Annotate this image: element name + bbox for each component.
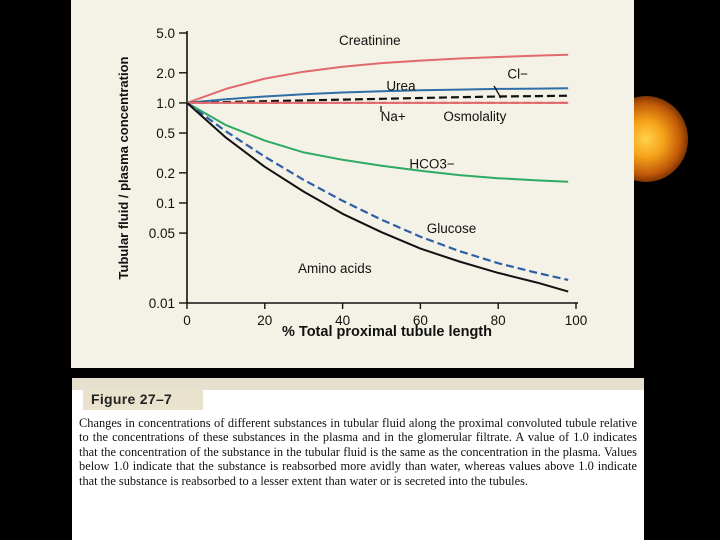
figure-label: Figure 27–7: [83, 389, 203, 410]
x-tick-label: 60: [413, 313, 428, 328]
y-tick-label: 0.5: [156, 126, 175, 141]
y-axis-title: Tubular fluid / plasma concentration: [116, 56, 131, 279]
y-tick-label: 0.1: [156, 196, 175, 211]
y-axis-title-group: Tubular fluid / plasma concentration: [116, 56, 131, 279]
series-label-urea: Urea: [386, 79, 416, 94]
series-line-hco3: [186, 102, 569, 183]
series-line-amino-acids: [186, 102, 569, 293]
y-tick-label: 0.2: [156, 166, 175, 181]
series-label-osmolality: Osmolality: [443, 109, 506, 124]
series-line-creatinine: [186, 53, 569, 104]
x-tick-label: 100: [565, 313, 588, 328]
y-tick-label: 0.01: [149, 296, 175, 311]
series-label-creatinine: Creatinine: [339, 33, 401, 48]
series-label-glucose: Glucose: [427, 221, 477, 236]
x-tick-label: 0: [183, 313, 191, 328]
caption-panel: Figure 27–7 Changes in concentrations of…: [72, 378, 644, 540]
series-label-na: Na+: [381, 109, 406, 124]
series-labels: Creatinine Urea Cl− Na+ Osmolality HCO3− Gluco…: [298, 33, 528, 276]
series-label-cl: Cl−: [507, 67, 528, 82]
x-tick-label: 20: [257, 313, 272, 328]
series-label-amino-acids: Amino acids: [298, 261, 372, 276]
cl-leader-tick: [493, 85, 502, 99]
chart-panel: Tubular fluid / plasma concentration 5.0…: [71, 0, 634, 368]
caption-header-bar: [72, 378, 644, 390]
series-group: [186, 53, 569, 293]
y-tick-label: 1.0: [156, 96, 175, 111]
series-line-glucose: [186, 102, 569, 281]
y-tick-label: 5.0: [156, 26, 175, 41]
y-tick-label: 2.0: [156, 66, 175, 81]
series-line-urea: [186, 87, 569, 104]
x-tick-label: 40: [335, 313, 350, 328]
series-label-hco3: HCO3−: [409, 157, 455, 172]
x-tick-label: 80: [491, 313, 506, 328]
figure-caption: Changes in concentrations of different s…: [79, 416, 637, 488]
chart: Tubular fluid / plasma concentration 5.0…: [116, 26, 588, 340]
x-axis-title: % Total proximal tubule length: [282, 324, 492, 340]
y-tick-label: 0.05: [149, 226, 175, 241]
series-line-cl: [186, 94, 569, 104]
axes: 5.0 2.0 1.0 0.5 0.2 0.1 0.05 0.01 0 20 40 60 80 100: [149, 26, 588, 328]
